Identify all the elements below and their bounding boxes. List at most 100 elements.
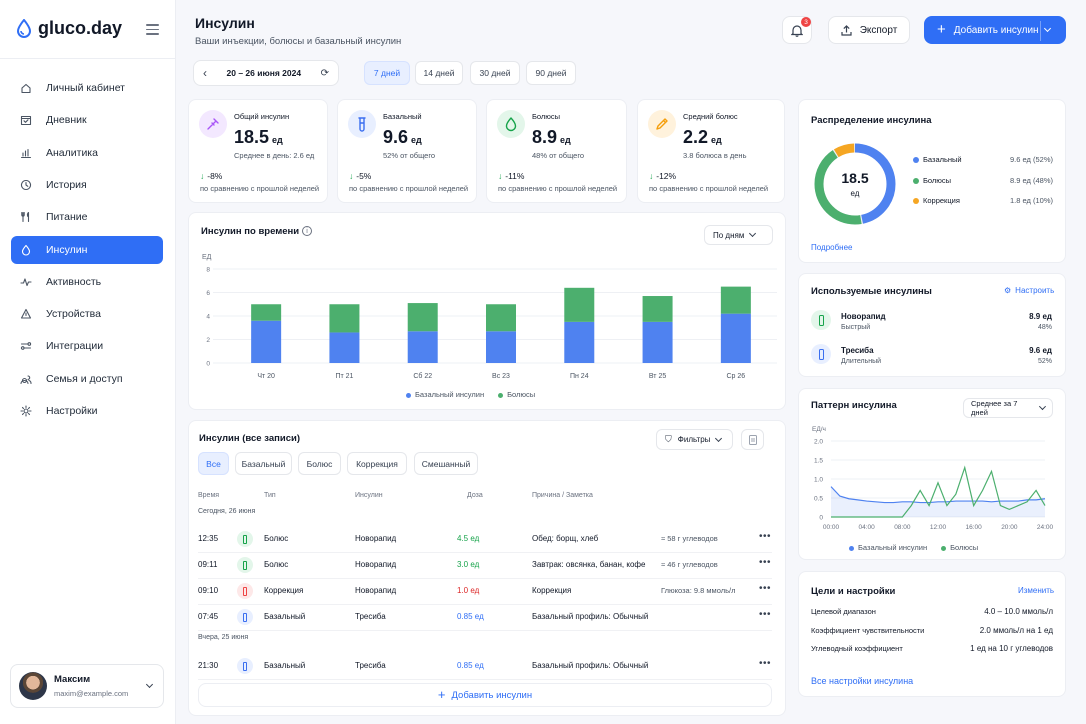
stat-sub: 52% от общего — [383, 151, 436, 160]
export-label: Экспорт — [859, 24, 898, 36]
table-row[interactable]: 07:45 Базальный Тресиба 0.85 ед Базальный пр… — [198, 604, 772, 630]
add-insulin-button[interactable]: + Добавить инсулин — [924, 16, 1066, 44]
pen-icon — [648, 110, 676, 138]
x-tick-label: 08:00 — [894, 524, 911, 531]
sidebar-item-8[interactable]: Устройства — [11, 300, 163, 328]
chevron-down-icon — [715, 434, 723, 442]
more-actions-icon[interactable]: ••• — [759, 557, 772, 568]
table-row[interactable]: 09:11 Болюс Новорапид 3.0 ед Завтрак: овсянк… — [198, 552, 772, 578]
pattern-legend: Базальный инсулин Болюсы — [849, 543, 978, 552]
goal-row: Углеводный коэффициент 1 ед на 10 г углев… — [811, 644, 1053, 653]
sidebar-item-3[interactable]: Аналитика — [11, 139, 163, 167]
goal-value: 2.0 ммоль/л на 1 ед — [979, 625, 1053, 635]
more-link[interactable]: Подробнее — [811, 243, 853, 252]
table-row[interactable]: 09:10 Коррекция Новорапид 1.0 ед Коррекция Гл… — [198, 578, 772, 604]
user-card[interactable]: Максим maxim@example.com — [10, 664, 164, 708]
configure-link[interactable]: ⚙ Настроить — [1004, 286, 1055, 295]
filters-button[interactable]: ⛉ Фильтры — [656, 429, 733, 450]
arrow-down-icon: ↓ — [498, 171, 503, 181]
records-title: Инсулин (все записи) — [199, 433, 300, 444]
insulin-type: Длительный — [841, 358, 882, 365]
legend-name: Болюсы — [923, 175, 952, 185]
all-settings-link[interactable]: Все настройки инсулина — [811, 676, 914, 686]
record-tab-1[interactable]: Все — [198, 452, 229, 475]
sidebar-item-7[interactable]: Активность — [11, 268, 163, 296]
prev-period-icon[interactable]: ‹ — [203, 66, 207, 80]
date-range-label: 20 – 26 июня 2024 — [226, 68, 302, 78]
pattern-line-chart: ЕД/ч 0 0.5 1.0 1.5 2.0 00:00 04:00 08:00 12:00 16:… — [812, 426, 1054, 531]
record-tab-5[interactable]: Смешанный — [414, 452, 478, 475]
row-divider — [198, 630, 772, 631]
sidebar-item-1[interactable]: Личный кабинет — [11, 74, 163, 102]
sidebar-item-9[interactable]: Интеграции — [11, 332, 163, 360]
add-record-button[interactable]: + Добавить инсулин — [198, 683, 772, 707]
bar-basal — [329, 332, 360, 363]
bar-basal — [642, 321, 673, 363]
sidebar-item-6[interactable]: Инсулин — [11, 235, 163, 264]
export-button[interactable]: Экспорт — [828, 16, 910, 44]
notifications-button[interactable]: 3 — [782, 16, 812, 44]
add-record-label: Добавить инсулин — [451, 689, 533, 701]
drop-icon — [497, 110, 525, 138]
app-logo[interactable]: gluco.day — [16, 18, 122, 39]
column-header: Инсулин — [355, 492, 383, 499]
bar-bolus — [564, 287, 595, 322]
table-row[interactable]: 21:30 Базальный Тресиба 0.85 ед Базальный пр… — [198, 653, 772, 679]
sidebar-item-2[interactable]: Дневник — [11, 106, 163, 134]
record-time: 09:10 — [198, 586, 219, 595]
x-tick-label: Сб 22 — [413, 372, 432, 380]
menu-toggle-icon[interactable] — [146, 24, 159, 35]
sidebar-item-label: Питание — [46, 211, 88, 224]
refresh-icon[interactable]: ⟳ — [320, 67, 329, 79]
distribution-legend-item: Базальный 9.6 ед (52%) — [913, 155, 1053, 164]
period-tab-3[interactable]: 30 дней — [470, 61, 520, 85]
group-by-select[interactable]: По дням — [704, 225, 773, 245]
legend-item-basal: Базальный инсулин — [406, 390, 484, 399]
more-actions-icon[interactable]: ••• — [759, 658, 772, 669]
insulin-value: 9.6 ед — [1029, 346, 1052, 355]
sidebar-item-11[interactable]: Настройки — [11, 397, 163, 425]
chevron-down-icon[interactable] — [145, 680, 154, 689]
record-tab-3[interactable]: Болюс — [298, 452, 341, 475]
sliders-icon: ⚙ — [1004, 286, 1012, 295]
sidebar-item-5[interactable]: Питание — [11, 203, 163, 231]
sidebar-divider — [0, 58, 175, 59]
upload-icon — [841, 24, 852, 36]
export-table-button[interactable] — [741, 429, 764, 450]
record-dose: 1.0 ед — [457, 586, 480, 595]
stat-trend-value: -12% — [656, 171, 677, 181]
edit-goals-link[interactable]: Изменить — [1018, 586, 1055, 595]
record-time: 07:45 — [198, 612, 219, 621]
x-tick-label: 24:00 — [1037, 524, 1054, 531]
info-icon[interactable]: i — [302, 226, 312, 236]
stat-label: Базальный — [383, 112, 422, 121]
legend-dot — [913, 177, 919, 184]
column-header: Время — [198, 492, 220, 499]
record-dose: 4.5 ед — [457, 534, 480, 543]
y-tick-label: 6 — [206, 290, 210, 297]
chevron-down-icon[interactable] — [1043, 24, 1052, 33]
more-actions-icon[interactable]: ••• — [759, 609, 772, 620]
record-tab-4[interactable]: Коррекция — [347, 452, 407, 475]
period-tab-2[interactable]: 14 дней — [415, 61, 463, 85]
table-row[interactable]: 12:35 Болюс Новорапид 4.5 ед Обед: борщ, хле… — [198, 526, 772, 552]
date-range-picker[interactable]: ‹ 20 – 26 июня 2024 ⟳ — [193, 60, 339, 86]
more-actions-icon[interactable]: ••• — [759, 531, 772, 542]
stat-compare: по сравнению с прошлой неделей — [498, 184, 618, 193]
record-insulin: Тресиба — [355, 612, 386, 621]
bar-basal — [720, 313, 751, 363]
stat-value: 8.9 ед — [532, 127, 571, 148]
row-divider — [198, 679, 772, 680]
page-subtitle: Ваши инъекции, болюсы и базальный инсули… — [195, 36, 402, 47]
record-tab-2[interactable]: Базальный — [235, 452, 292, 475]
sidebar-item-4[interactable]: История — [11, 171, 163, 199]
period-tab-1[interactable]: 7 дней — [364, 61, 410, 85]
more-actions-icon[interactable]: ••• — [759, 583, 772, 594]
chart-icon — [20, 148, 32, 158]
period-tab-4[interactable]: 90 дней — [526, 61, 576, 85]
column-header: Тип — [264, 492, 276, 499]
insulin-name: Новорапид — [841, 312, 886, 321]
pattern-range-select[interactable]: Среднее за 7 дней — [963, 398, 1053, 418]
bar-basal — [407, 331, 438, 363]
sidebar-item-10[interactable]: Семья и доступ — [11, 365, 163, 393]
